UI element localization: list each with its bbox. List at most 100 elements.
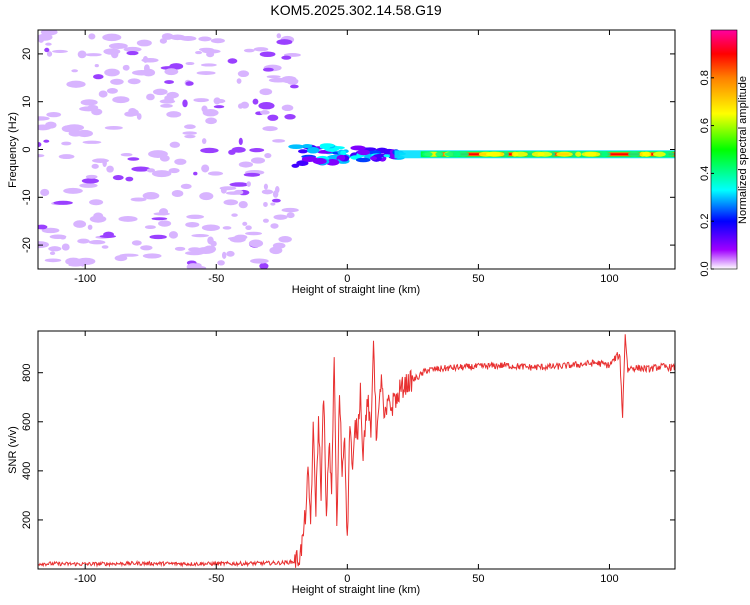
noise-blob <box>272 139 286 143</box>
noise-blob <box>222 226 232 230</box>
noise-blob <box>182 99 188 108</box>
noise-blob <box>87 224 93 230</box>
noise-blob <box>238 161 254 168</box>
noise-blob <box>213 97 221 105</box>
spectrogram-x-ticks: -100 -50 0 50 100 <box>74 30 619 285</box>
signal-blob <box>291 163 300 168</box>
noise-blob <box>80 99 98 106</box>
noise-blob <box>104 68 120 77</box>
noise-blob <box>89 199 104 206</box>
noise-blob <box>65 257 82 266</box>
noise-blob <box>278 235 292 243</box>
noise-blob <box>103 48 121 55</box>
y-tick-label: 600 <box>21 413 33 431</box>
x-tick-label: -100 <box>74 573 96 585</box>
noise-blob <box>93 212 104 219</box>
noise-blob <box>259 88 273 96</box>
signal-blob <box>288 144 305 150</box>
noise-blob <box>220 187 227 194</box>
spectrogram-x-label: Height of straight line (km) <box>292 284 420 296</box>
spectrogram-signal-track <box>288 143 675 168</box>
y-tick-label: 200 <box>21 511 33 529</box>
noise-blob <box>77 238 90 244</box>
noise-blob <box>249 258 269 264</box>
noise-blob <box>41 227 60 234</box>
spectrogram-noise <box>38 30 301 269</box>
noise-blob <box>264 152 272 159</box>
noise-blob <box>201 138 207 144</box>
colorbar-tick-label: 0.2 <box>699 214 711 229</box>
noise-blob <box>98 90 108 98</box>
noise-blob <box>53 200 73 205</box>
noise-blob <box>131 109 139 116</box>
colorbar-ticks: 0.0 0.2 0.4 0.6 0.8 <box>699 70 714 277</box>
spectrogram-y-ticks: -20 -10 0 10 20 <box>21 48 675 253</box>
noise-blob <box>38 33 53 41</box>
noise-blob <box>125 176 134 182</box>
signal-blob <box>302 144 312 149</box>
noise-blob <box>102 159 107 168</box>
noise-blob <box>273 214 288 220</box>
noise-blob <box>229 182 249 187</box>
noise-blob <box>281 55 292 60</box>
noise-blob <box>166 111 182 118</box>
noise-blob <box>146 168 156 173</box>
y-tick-label: -20 <box>21 237 33 253</box>
noise-blob <box>206 51 215 58</box>
noise-blob <box>182 131 197 135</box>
noise-blob <box>49 251 56 256</box>
signal-blob <box>355 157 371 163</box>
colorbar-tick-label: 0.4 <box>699 166 711 181</box>
noise-blob <box>158 220 172 227</box>
y-tick-label: 400 <box>21 462 33 480</box>
signal-blob <box>383 154 391 158</box>
noise-blob <box>191 234 209 238</box>
noise-blob <box>93 74 104 80</box>
snr-y-ticks: 200 400 600 800 <box>21 364 675 529</box>
noise-blob <box>267 114 279 121</box>
noise-blob <box>81 178 99 184</box>
noise-blob <box>262 218 269 223</box>
signal-blob <box>350 145 366 151</box>
noise-blob <box>227 58 238 64</box>
snr-panel: -100 -50 0 50 100 200 400 600 800 Height of str… <box>7 330 676 596</box>
y-tick-label: 20 <box>21 48 33 60</box>
noise-blob <box>259 262 269 269</box>
signal-blob <box>325 159 340 166</box>
noise-blob <box>210 240 217 247</box>
noise-blob <box>259 51 276 58</box>
noise-blob <box>106 165 114 173</box>
noise-blob <box>44 47 50 53</box>
noise-blob <box>169 141 181 148</box>
noise-blob <box>252 98 259 105</box>
noise-blob <box>152 88 168 96</box>
noise-blob <box>49 234 67 239</box>
signal-blob <box>653 151 666 157</box>
noise-blob <box>236 78 242 84</box>
noise-blob <box>195 50 203 55</box>
signal-blob <box>456 151 469 157</box>
noise-blob <box>243 172 261 177</box>
noise-blob <box>276 33 282 39</box>
noise-blob <box>140 245 153 251</box>
noise-blob <box>91 108 103 116</box>
noise-blob <box>164 80 175 84</box>
noise-blob <box>51 49 68 53</box>
noise-blob <box>201 224 220 231</box>
noise-blob <box>174 246 186 251</box>
noise-blob <box>64 124 85 131</box>
noise-blob <box>193 98 209 103</box>
noise-blob <box>168 168 180 174</box>
noise-blob <box>281 207 299 213</box>
signal-blob <box>511 151 519 157</box>
signal-blob <box>298 149 308 154</box>
noise-blob <box>142 253 162 259</box>
noise-blob <box>268 77 288 83</box>
noise-blob <box>38 116 50 121</box>
noise-blob <box>61 243 70 251</box>
noise-blob <box>130 197 147 202</box>
noise-blob <box>199 192 214 201</box>
noise-blob <box>261 189 274 195</box>
